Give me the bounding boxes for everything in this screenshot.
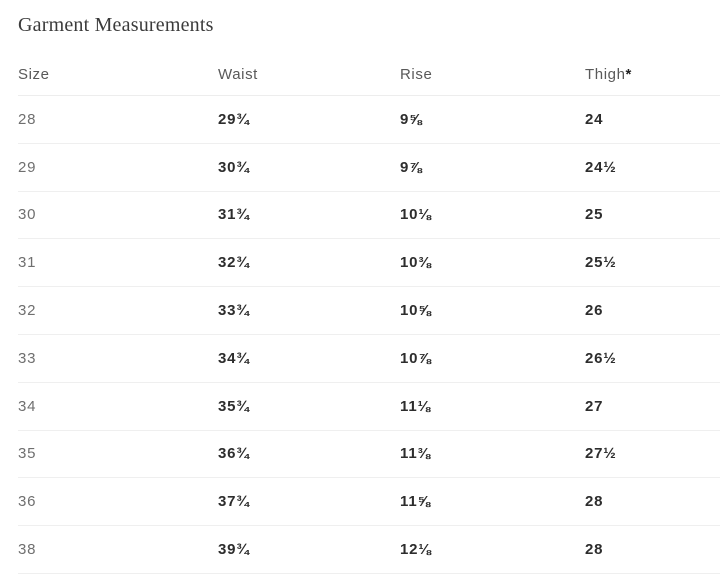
rise-cell: 12⅛	[400, 541, 432, 559]
table-row: 33 34¾ 10⅞ 26½	[18, 335, 720, 383]
thigh-footnote-asterisk: *	[625, 66, 632, 83]
thigh-cell: 25½	[585, 254, 617, 272]
thigh-cell: 24½	[585, 158, 617, 176]
thigh-cell: 26½	[585, 349, 617, 367]
waist-cell: 37¾	[218, 493, 250, 511]
waist-cell: 29¾	[218, 110, 250, 128]
garment-measurements-table: Size Waist Rise Thigh* 28 29¾ 9⅝ 24 29 3…	[0, 38, 720, 574]
rise-cell: 10⅝	[400, 302, 432, 320]
table-row: 38 39¾ 12⅛ 28	[18, 526, 720, 574]
rise-cell: 10⅞	[400, 349, 432, 367]
thigh-cell: 24	[585, 110, 604, 128]
size-cell: 29	[18, 158, 37, 176]
rise-cell: 11⅝	[400, 493, 431, 511]
thigh-cell: 28	[585, 493, 604, 511]
size-cell: 33	[18, 349, 37, 367]
table-row: 29 30¾ 9⅞ 24½	[18, 144, 720, 192]
table-header-row: Size Waist Rise Thigh*	[18, 38, 720, 96]
table-row: 35 36¾ 11⅜ 27½	[18, 431, 720, 479]
table-row: 36 37¾ 11⅝ 28	[18, 478, 720, 527]
rise-cell: 10⅛	[400, 206, 432, 224]
table-row: 28 29¾ 9⅝ 24	[18, 96, 720, 144]
header-cell-thigh: Thigh*	[585, 66, 720, 83]
rise-cell: 10⅜	[400, 254, 432, 272]
thigh-cell: 28	[585, 541, 604, 559]
rise-cell: 9⅝	[400, 110, 423, 128]
size-cell: 28	[18, 110, 37, 128]
size-cell: 32	[18, 302, 37, 320]
table-body: 28 29¾ 9⅝ 24 29 30¾ 9⅞ 24½ 30 31¾ 10⅛ 25…	[0, 96, 720, 574]
table-row: 30 31¾ 10⅛ 25	[18, 192, 720, 240]
header-cell-size: Size	[18, 66, 50, 83]
thigh-cell: 26	[585, 302, 604, 320]
size-cell: 35	[18, 445, 37, 463]
size-cell: 38	[18, 541, 37, 559]
waist-cell: 30¾	[218, 158, 250, 176]
rise-cell: 9⅞	[400, 158, 423, 176]
page-title: Garment Measurements	[18, 14, 214, 36]
rise-cell: 11⅜	[400, 445, 431, 463]
waist-cell: 35¾	[218, 397, 250, 415]
thigh-cell: 27½	[585, 445, 617, 463]
size-cell: 34	[18, 397, 37, 415]
size-cell: 36	[18, 493, 37, 511]
waist-cell: 39¾	[218, 541, 250, 559]
table-row: 31 32¾ 10⅜ 25½	[18, 239, 720, 288]
table-row: 32 33¾ 10⅝ 26	[18, 287, 720, 335]
header-cell-thigh-label: Thigh	[585, 66, 626, 83]
size-cell: 31	[18, 254, 37, 272]
waist-cell: 34¾	[218, 349, 250, 367]
size-cell: 30	[18, 206, 37, 224]
header-cell-rise: Rise	[400, 66, 433, 83]
rise-cell: 11⅛	[400, 397, 431, 415]
thigh-cell: 25	[585, 206, 604, 224]
waist-cell: 32¾	[218, 254, 250, 272]
table-row: 34 35¾ 11⅛ 27	[18, 383, 720, 431]
thigh-cell: 27	[585, 397, 604, 415]
waist-cell: 31¾	[218, 206, 250, 224]
waist-cell: 33¾	[218, 302, 250, 320]
waist-cell: 36¾	[218, 445, 250, 463]
header-cell-waist: Waist	[218, 66, 258, 83]
